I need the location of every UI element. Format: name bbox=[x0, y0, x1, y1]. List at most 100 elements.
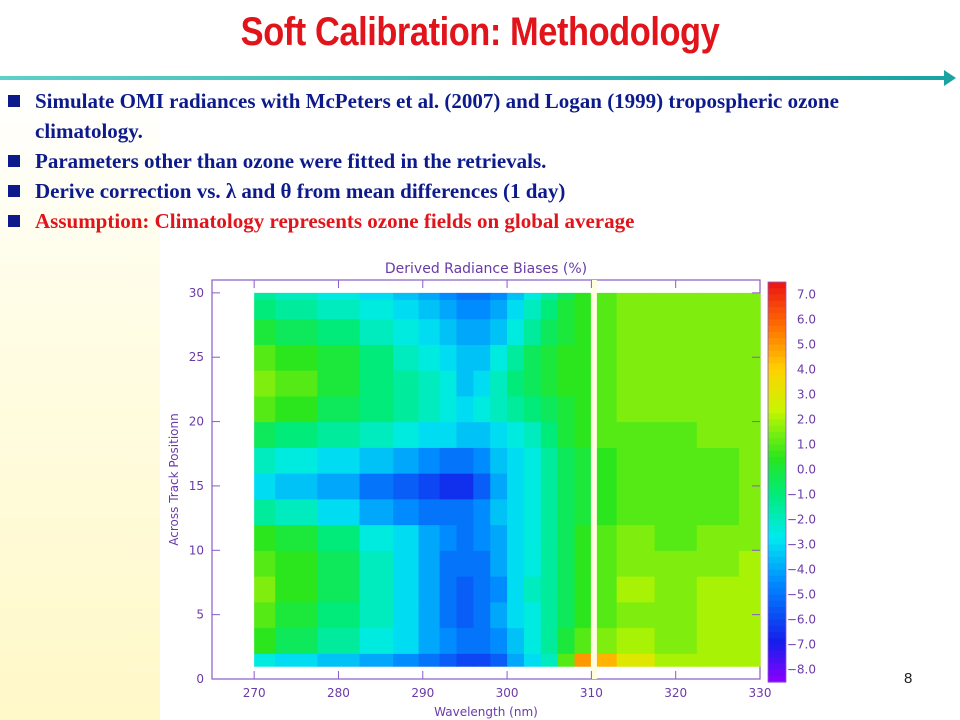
colorbar-segment bbox=[768, 469, 786, 477]
y-tick-label: 30 bbox=[189, 286, 204, 300]
heatmap-cell bbox=[540, 421, 559, 448]
colorbar-segment bbox=[768, 457, 786, 464]
heatmap-cell bbox=[738, 292, 761, 300]
heatmap-cell bbox=[254, 299, 276, 320]
heatmap-cell bbox=[393, 498, 420, 526]
colorbar-tick-label: 2.0 bbox=[797, 413, 816, 427]
heatmap-cell bbox=[557, 318, 576, 345]
heatmap-cell bbox=[523, 524, 542, 551]
colorbar-segment bbox=[768, 632, 786, 639]
heatmap-cell bbox=[574, 447, 592, 474]
heatmap-cell bbox=[490, 627, 508, 654]
colorbar-segment bbox=[768, 619, 786, 627]
colorbar-segment bbox=[768, 544, 786, 552]
heatmap-cell bbox=[738, 421, 761, 448]
bullet-list: Simulate OMI radiances with McPeters et … bbox=[8, 86, 948, 236]
heatmap-cell bbox=[490, 653, 508, 667]
heatmap-cell bbox=[616, 421, 656, 448]
heatmap-cell bbox=[275, 653, 318, 667]
colorbar-segment bbox=[768, 388, 786, 396]
heatmap-cell bbox=[738, 370, 761, 397]
heatmap-cell bbox=[418, 653, 441, 667]
heatmap-cell bbox=[275, 395, 318, 423]
heatmap-cell bbox=[654, 473, 698, 500]
heatmap-cell bbox=[317, 524, 361, 551]
colorbar-tick-label: 1.0 bbox=[797, 438, 816, 452]
heatmap-cell bbox=[696, 550, 740, 577]
heatmap-cell bbox=[507, 524, 525, 551]
heatmap-cell bbox=[393, 473, 420, 500]
colorbar-segment bbox=[768, 363, 786, 371]
y-tick-label: 15 bbox=[189, 479, 204, 493]
heatmap-cell bbox=[275, 576, 318, 603]
heatmap-cell bbox=[418, 550, 441, 577]
heatmap-cell bbox=[254, 498, 276, 526]
colorbar-segment bbox=[768, 282, 786, 289]
heatmap-cell bbox=[418, 299, 441, 320]
heatmap-cell bbox=[393, 421, 420, 448]
heatmap-cell bbox=[456, 627, 474, 654]
heatmap-cell bbox=[275, 292, 318, 300]
heatmap-cell bbox=[738, 601, 761, 629]
heatmap-cell bbox=[738, 653, 761, 667]
heatmap-cell bbox=[616, 299, 656, 320]
square-bullet-icon bbox=[8, 155, 20, 167]
colorbar-segment bbox=[768, 519, 786, 527]
heatmap-cell bbox=[574, 473, 592, 500]
colorbar-segment bbox=[768, 357, 786, 364]
heatmap-cell bbox=[473, 550, 491, 577]
heatmap-cell bbox=[254, 370, 276, 397]
heatmap-cell bbox=[418, 447, 441, 474]
heatmap-cell bbox=[275, 550, 318, 577]
colorbar-segment bbox=[768, 425, 786, 433]
colorbar-frame bbox=[767, 281, 787, 683]
heatmap-cell bbox=[696, 344, 740, 371]
heatmap-cell bbox=[696, 473, 740, 500]
heatmap-cell bbox=[523, 550, 542, 577]
heatmap-cell bbox=[523, 447, 542, 474]
colorbar-segment bbox=[768, 344, 786, 352]
heatmap-cell bbox=[473, 576, 491, 603]
heatmap-cell bbox=[507, 601, 525, 629]
heatmap-cell bbox=[540, 627, 559, 654]
heatmap-cell bbox=[616, 550, 656, 577]
heatmap-cell bbox=[359, 473, 394, 500]
heatmap-cell bbox=[317, 421, 361, 448]
heatmap-cell bbox=[523, 344, 542, 371]
heatmap-cell bbox=[557, 473, 576, 500]
colorbar-tick-label: 5.0 bbox=[797, 338, 816, 352]
colorbar-tick-label: 7.0 bbox=[797, 288, 816, 302]
colorbar-tick-label: 3.0 bbox=[797, 388, 816, 402]
colorbar-segment bbox=[768, 332, 786, 339]
heatmap-cell bbox=[490, 292, 508, 300]
heatmap-cell bbox=[317, 344, 361, 371]
heatmap-cell bbox=[393, 550, 420, 577]
heatmap-cell bbox=[696, 627, 740, 654]
heatmap-cell bbox=[439, 344, 458, 371]
heatmap-cell bbox=[439, 447, 458, 474]
x-tick-label: 270 bbox=[243, 686, 266, 700]
heatmap-cell bbox=[616, 524, 656, 551]
colorbar-segment bbox=[768, 525, 786, 533]
heatmap-cell bbox=[456, 292, 474, 300]
heatmap-cell bbox=[738, 576, 761, 603]
title-rule bbox=[0, 76, 948, 80]
heatmap-cell bbox=[359, 370, 394, 397]
colorbar-segment bbox=[768, 307, 786, 314]
colorbar-segment bbox=[768, 532, 786, 539]
heatmap-cell bbox=[557, 576, 576, 603]
heatmap-cell bbox=[359, 395, 394, 423]
colorbar-segment bbox=[768, 663, 786, 671]
heatmap-cell bbox=[275, 370, 318, 397]
colorbar-segment bbox=[768, 650, 786, 658]
heatmap-cell bbox=[616, 653, 656, 667]
colorbar-tick-label: −3.0 bbox=[787, 538, 816, 552]
colorbar-segment bbox=[768, 438, 786, 446]
heatmap-cell bbox=[473, 473, 491, 500]
heatmap-cell bbox=[473, 370, 491, 397]
heatmap-cell bbox=[738, 550, 761, 577]
heatmap-cell bbox=[616, 318, 656, 345]
heatmap-cell bbox=[393, 318, 420, 345]
heatmap-cell bbox=[439, 473, 458, 500]
heatmap-cell bbox=[557, 627, 576, 654]
